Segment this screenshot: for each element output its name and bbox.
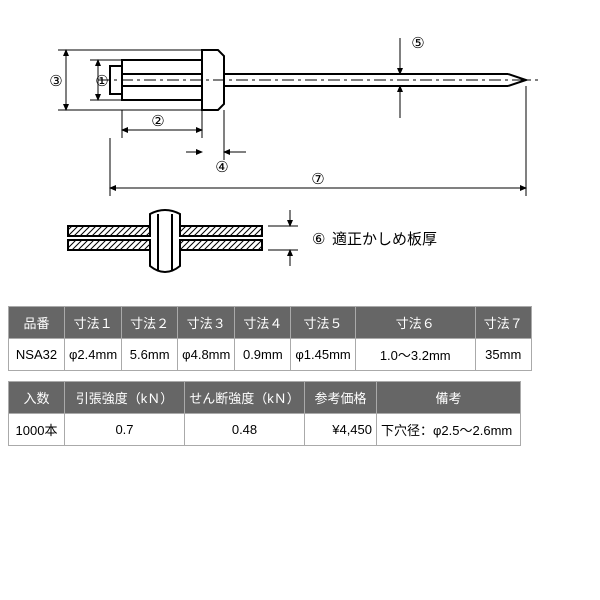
dim-cell: 5.6mm [122, 339, 178, 371]
dim-cell: φ4.8mm [178, 339, 235, 371]
svg-text:④: ④ [215, 159, 228, 176]
specs-table: 入数引張強度（kＮ）せん断強度（kＮ）参考価格備考 1000本0.70.48¥4,… [8, 381, 521, 446]
dim-header: 寸法４ [235, 307, 291, 339]
specs-cell: 1000本 [9, 414, 65, 446]
dim-header: 寸法５ [291, 307, 355, 339]
dimension-lines [58, 38, 526, 196]
specs-cell: 下穴径：φ2.5～2.6mm [377, 414, 521, 446]
svg-text:①: ① [95, 73, 108, 90]
specs-header: 参考価格 [305, 382, 377, 414]
cross-section [68, 210, 298, 272]
dim-cell: 0.9mm [235, 339, 291, 371]
dim-header: 品番 [9, 307, 65, 339]
specs-cell: 0.48 [185, 414, 305, 446]
dim-header: 寸法２ [122, 307, 178, 339]
dim-cell: 35mm [475, 339, 531, 371]
svg-text:③: ③ [49, 73, 62, 90]
dim-header: 寸法７ [475, 307, 531, 339]
specs-header: 備考 [377, 382, 521, 414]
dim-cell: φ1.45mm [291, 339, 355, 371]
specs-cell: ¥4,450 [305, 414, 377, 446]
rivet-drawing [98, 50, 538, 110]
specs-header: 引張強度（kＮ） [65, 382, 185, 414]
section-label: ⑥ 適正かしめ板厚 [312, 230, 437, 248]
dim-cell: φ2.4mm [65, 339, 122, 371]
svg-text:⑦: ⑦ [311, 171, 324, 188]
dim-header: 寸法６ [355, 307, 475, 339]
svg-text:②: ② [151, 113, 164, 130]
dim-cell: NSA32 [9, 339, 65, 371]
specs-header: せん断強度（kＮ） [185, 382, 305, 414]
dim-header: 寸法１ [65, 307, 122, 339]
dim-header: 寸法３ [178, 307, 235, 339]
specs-cell: 0.7 [65, 414, 185, 446]
dimension-diagram: ① ③ ② ④ ⑤ ⑦ ⑥ 適正かしめ板厚 [8, 8, 592, 298]
tables-area: 品番寸法１寸法２寸法３寸法４寸法５寸法６寸法７NSA32φ2.4mm5.6mmφ… [8, 306, 592, 446]
dim-cell: 1.0～3.2mm [355, 339, 475, 371]
dimensions-table: 品番寸法１寸法２寸法３寸法４寸法５寸法６寸法７NSA32φ2.4mm5.6mmφ… [8, 306, 532, 371]
diagram-svg: ① ③ ② ④ ⑤ ⑦ ⑥ 適正かしめ板厚 [8, 8, 592, 298]
specs-header: 入数 [9, 382, 65, 414]
svg-text:適正かしめ板厚: 適正かしめ板厚 [332, 230, 437, 248]
dimension-numbers: ① ③ ② ④ ⑤ ⑦ [49, 35, 424, 188]
svg-text:⑤: ⑤ [411, 35, 424, 52]
svg-text:⑥: ⑥ [312, 231, 325, 248]
